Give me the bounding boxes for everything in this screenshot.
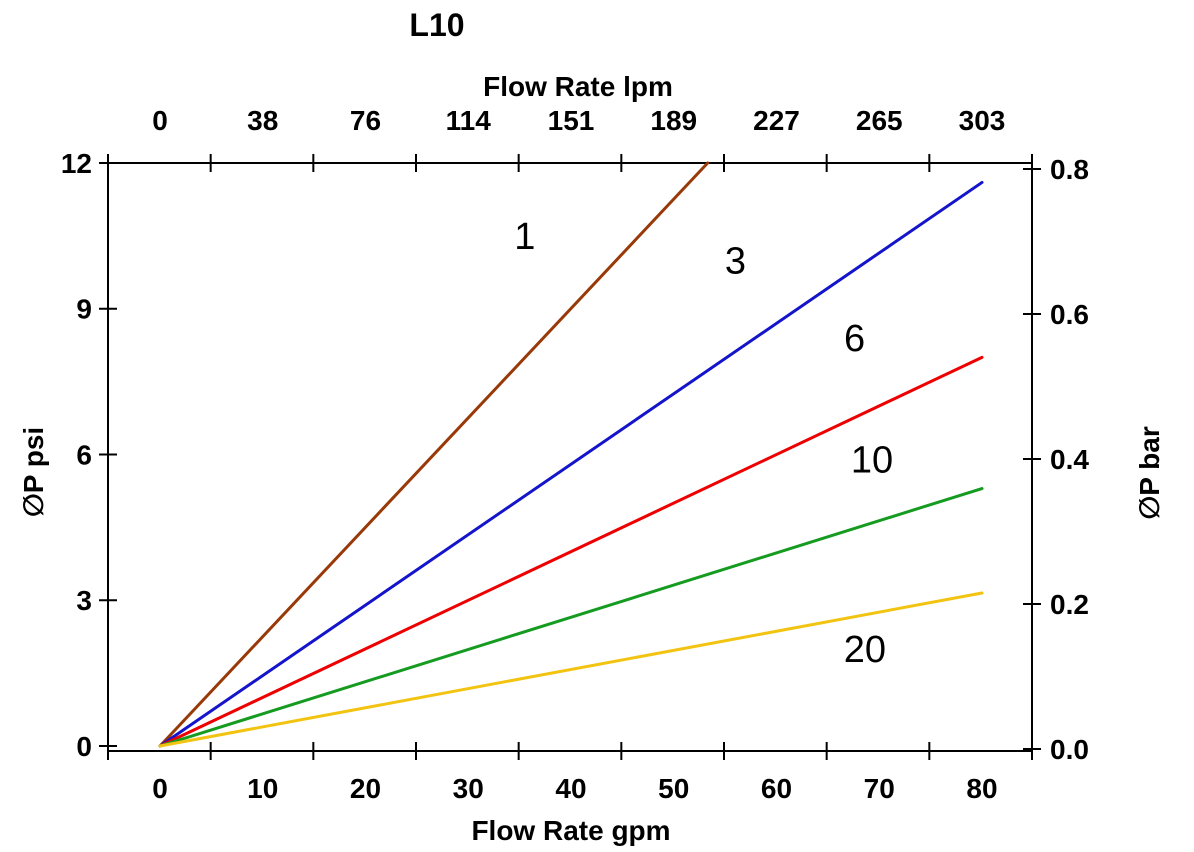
bottom-tick-label: 30 bbox=[453, 773, 484, 804]
curve-label-1: 1 bbox=[514, 216, 535, 258]
left-tick-label: 6 bbox=[76, 439, 92, 470]
top-tick-label: 0 bbox=[152, 105, 168, 136]
bottom-tick-label: 50 bbox=[658, 773, 689, 804]
right-tick-label: 0.8 bbox=[1050, 154, 1089, 185]
curve-label-20: 20 bbox=[844, 629, 886, 671]
right-tick-label: 0.6 bbox=[1050, 299, 1089, 330]
curve-label-6: 6 bbox=[844, 318, 865, 360]
bottom-tick-label: 10 bbox=[247, 773, 278, 804]
left-tick-label: 12 bbox=[61, 148, 92, 179]
top-tick-label: 189 bbox=[650, 105, 697, 136]
bottom-axis-label: Flow Rate gpm bbox=[471, 815, 670, 846]
right-tick-label: 0.2 bbox=[1050, 589, 1089, 620]
bottom-tick-label: 20 bbox=[350, 773, 381, 804]
top-tick-label: 303 bbox=[959, 105, 1006, 136]
curve-label-3: 3 bbox=[725, 240, 746, 282]
top-tick-label: 151 bbox=[548, 105, 595, 136]
bottom-tick-label: 70 bbox=[864, 773, 895, 804]
left-tick-label: 3 bbox=[76, 585, 92, 616]
bottom-tick-label: 0 bbox=[152, 773, 168, 804]
left-axis-label: ∅P psi bbox=[18, 427, 49, 517]
top-tick-label: 227 bbox=[753, 105, 800, 136]
right-axis-label: ∅P bar bbox=[1134, 426, 1165, 520]
curve-3-micron bbox=[158, 180, 984, 748]
curve-1-micron bbox=[158, 161, 710, 748]
top-tick-label: 114 bbox=[446, 105, 492, 136]
curve-10-micron bbox=[158, 487, 984, 748]
curve-label-10: 10 bbox=[851, 440, 893, 482]
curve-6-micron bbox=[158, 355, 984, 748]
top-tick-label: 38 bbox=[247, 105, 278, 136]
curve-20-micron bbox=[158, 591, 984, 748]
left-tick-label: 9 bbox=[76, 294, 92, 325]
top-axis-label: Flow Rate lpm bbox=[483, 71, 673, 102]
left-tick-label: 0 bbox=[76, 731, 92, 762]
bottom-tick-label: 80 bbox=[966, 773, 997, 804]
chart-title: L10 bbox=[409, 7, 464, 43]
bottom-tick-label: 60 bbox=[761, 773, 792, 804]
right-tick-label: 0.4 bbox=[1050, 444, 1089, 475]
top-tick-label: 265 bbox=[856, 105, 903, 136]
bottom-tick-label: 40 bbox=[555, 773, 586, 804]
right-tick-label: 0.0 bbox=[1050, 734, 1089, 765]
plot-frame bbox=[107, 162, 1033, 752]
top-tick-label: 76 bbox=[350, 105, 381, 136]
